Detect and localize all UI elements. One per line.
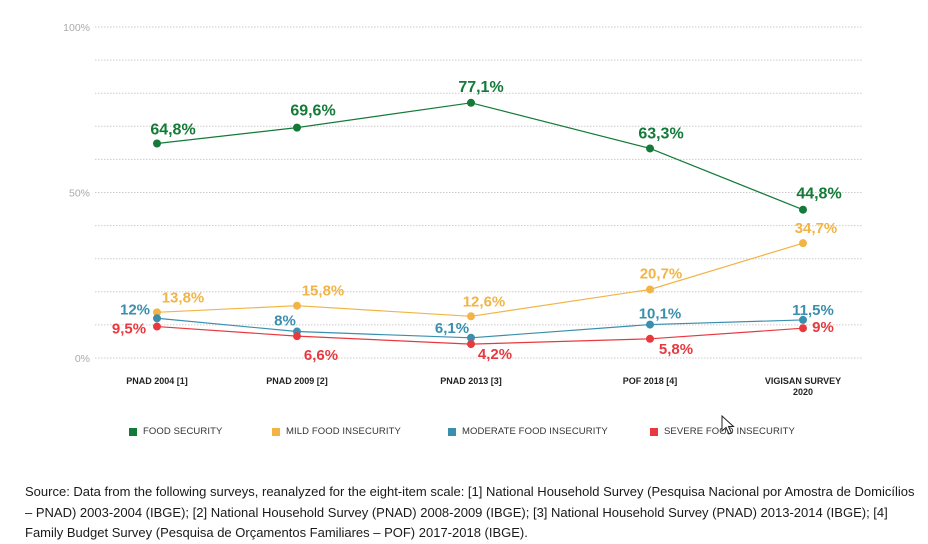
source-note: Source: Data from the following surveys,… (25, 484, 915, 540)
data-label: 63,3% (638, 125, 683, 142)
data-point (646, 144, 654, 153)
legend-swatch-severe (650, 427, 658, 436)
data-label: 8% (274, 313, 296, 330)
x-category-label: POF 2018 [4] (623, 376, 678, 386)
line-chart: 0% 50% 100% PNAD 2004 [1] PNAD 2009 [2] PNAD … (63, 22, 862, 397)
data-label: 77,1% (458, 79, 503, 96)
legend-item-food-security: FOOD SECURITY (129, 426, 222, 437)
data-point (153, 314, 161, 323)
data-label: 44,8% (796, 186, 841, 203)
data-label: 4,2% (478, 346, 512, 363)
x-category-label: VIGISAN SURVEY 2020 (765, 376, 841, 397)
legend-item-moderate-food-insecurity: MODERATE FOOD INSECURITY (448, 426, 608, 437)
legend-swatch-moderate (448, 427, 456, 436)
data-label: 34,7% (795, 220, 838, 237)
data-label: 9% (812, 319, 834, 336)
data-label: 69,6% (290, 103, 335, 120)
data-label: 9,5% (112, 321, 146, 338)
data-label: 12% (120, 301, 150, 318)
legend-item-mild-food-insecurity: MILD FOOD INSECURITY (272, 426, 401, 437)
data-label: 6,1% (435, 320, 469, 337)
data-point (467, 98, 475, 107)
data-label: 13,8% (162, 289, 205, 306)
legend: FOOD SECURITY MILD FOOD INSECURITY MODER… (0, 426, 928, 442)
data-point (293, 123, 301, 132)
data-label: 20,7% (640, 265, 683, 282)
legend-label-mild: MILD FOOD INSECURITY (286, 426, 401, 437)
x-category-label: PNAD 2009 [2] (266, 376, 328, 386)
x-category-label: PNAD 2004 [1] (126, 376, 188, 386)
legend-label-food-security: FOOD SECURITY (143, 426, 223, 437)
data-label: 64,8% (150, 122, 195, 139)
data-point (799, 205, 807, 214)
legend-label-moderate: MODERATE FOOD INSECURITY (462, 426, 608, 437)
data-label: 6,6% (304, 347, 338, 364)
data-label: 5,8% (659, 341, 693, 358)
data-point (153, 139, 161, 148)
legend-swatch-food-security (129, 427, 137, 436)
data-point (153, 308, 161, 317)
series-line-0 (156, 102, 804, 211)
data-point (646, 320, 654, 329)
data-point (646, 334, 654, 343)
data-label: 12,6% (463, 293, 506, 310)
mouse-pointer-icon (721, 415, 735, 435)
data-point (293, 332, 301, 341)
data-point (467, 333, 475, 342)
data-point (799, 315, 807, 324)
series-line-3 (156, 325, 804, 345)
data-point (799, 239, 807, 248)
data-point (153, 322, 161, 331)
data-point (293, 301, 301, 310)
data-point (799, 324, 807, 333)
y-tick-label: 50% (69, 188, 90, 200)
y-tick-label: 100% (63, 22, 90, 34)
y-tick-label: 0% (75, 353, 90, 365)
data-label: 11,5% (792, 302, 834, 319)
x-category-label: PNAD 2013 [3] (440, 376, 502, 386)
data-label: 15,8% (302, 283, 345, 300)
data-point (467, 312, 475, 321)
data-point (646, 285, 654, 294)
legend-swatch-mild (272, 427, 280, 436)
data-point (467, 340, 475, 349)
data-label: 10,1% (639, 306, 682, 323)
